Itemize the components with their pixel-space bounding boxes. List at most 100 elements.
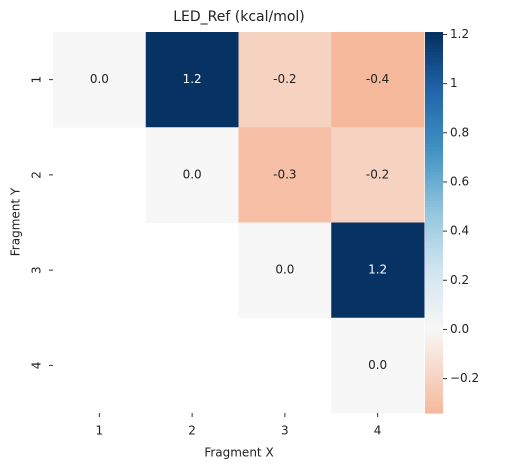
- x-tick-label: 4: [374, 424, 382, 438]
- colorbar-segment: [425, 190, 443, 195]
- colorbar-segment: [425, 266, 443, 271]
- colorbar-segment: [425, 295, 443, 300]
- colorbar-segment: [425, 232, 443, 236]
- heatmap-cell: [238, 32, 332, 128]
- y-axis-label: Fragment Y: [9, 187, 23, 256]
- heatmap-cell: [53, 32, 147, 128]
- colorbar-segment: [425, 228, 443, 233]
- colorbar-tick-label: 1.2: [450, 27, 469, 41]
- colorbar-segment: [425, 92, 443, 97]
- colorbar-segment: [425, 181, 443, 185]
- colorbar-segment: [425, 343, 443, 347]
- colorbar-segment: [425, 346, 443, 351]
- colorbar-segment: [425, 73, 443, 78]
- y-tick-label: 3: [30, 266, 44, 274]
- colorbar-segment: [425, 216, 443, 220]
- colorbar-segment: [425, 263, 443, 268]
- colorbar-segment: [425, 60, 443, 65]
- colorbar-segment: [425, 368, 443, 373]
- colorbar-segment: [425, 317, 443, 322]
- colorbar-segment: [425, 279, 443, 284]
- colorbar-segment: [425, 289, 443, 293]
- colorbar-segment: [425, 44, 443, 49]
- colorbar-segment: [425, 105, 443, 109]
- heatmap-cell: [331, 127, 425, 223]
- colorbar-segment: [425, 79, 443, 84]
- x-tick-label: 2: [188, 424, 196, 438]
- colorbar-segment: [425, 257, 443, 262]
- colorbar-segment: [425, 168, 443, 173]
- colorbar-segment: [425, 54, 443, 58]
- colorbar-segment: [425, 165, 443, 170]
- heatmap-cell: [238, 222, 332, 319]
- colorbar-segment: [425, 200, 443, 205]
- colorbar-segment: [425, 362, 443, 366]
- colorbar-segment: [425, 41, 443, 46]
- colorbar-segment: [425, 273, 443, 278]
- colorbar-segment: [425, 209, 443, 214]
- colorbar-segment: [425, 355, 443, 360]
- colorbar-segment: [425, 162, 443, 166]
- colorbar-segment: [425, 308, 443, 312]
- cell-label: 0.0: [368, 358, 387, 372]
- colorbar-segment: [425, 63, 443, 68]
- heatmap-cell: [331, 32, 425, 128]
- y-tick-label: 1: [30, 76, 44, 84]
- cell-label: 1.2: [368, 263, 387, 277]
- colorbar-segment: [425, 98, 443, 103]
- colorbar-segment: [425, 174, 443, 179]
- colorbar-segment: [425, 238, 443, 243]
- cell-label: -0.2: [366, 167, 389, 181]
- colorbar-segment: [425, 393, 443, 398]
- heatmap-cell: [238, 127, 332, 223]
- colorbar-segment: [425, 193, 443, 198]
- heatmap-cell: [331, 317, 425, 414]
- colorbar-segment: [425, 251, 443, 255]
- colorbar-segment: [425, 254, 443, 259]
- colorbar-segment: [425, 282, 443, 287]
- colorbar-segment: [425, 32, 443, 36]
- colorbar-segment: [425, 400, 443, 405]
- colorbar-segment: [425, 155, 443, 160]
- colorbar-segment: [425, 35, 443, 39]
- heatmap-cell: [331, 222, 425, 319]
- colorbar-segment: [425, 89, 443, 93]
- colorbar-segment: [425, 327, 443, 332]
- colorbar-segment: [425, 149, 443, 154]
- colorbar-segment: [425, 124, 443, 128]
- colorbar-segment: [425, 139, 443, 144]
- colorbar-segment: [425, 276, 443, 281]
- y-tick-label: 4: [30, 362, 44, 370]
- x-axis-label: Fragment X: [204, 446, 273, 460]
- colorbar-segment: [425, 403, 443, 408]
- colorbar-segment: [425, 336, 443, 341]
- colorbar-tick-label: 0.0: [450, 322, 469, 336]
- colorbar-segment: [425, 352, 443, 357]
- colorbar-segment: [425, 159, 443, 163]
- colorbar-segment: [425, 57, 443, 62]
- colorbar-segment: [425, 320, 443, 325]
- colorbar-segment: [425, 47, 443, 52]
- colorbar-segment: [425, 136, 443, 141]
- colorbar-segment: [425, 111, 443, 116]
- colorbar-segment: [425, 333, 443, 338]
- y-tick-label: 2: [30, 171, 44, 179]
- cell-label: 0.0: [183, 167, 202, 181]
- colorbar-tick-label: −0.2: [450, 371, 479, 385]
- colorbar-segment: [425, 339, 443, 344]
- colorbar-segment: [425, 381, 443, 386]
- colorbar-tick-label: 0.2: [450, 273, 469, 287]
- colorbar-segment: [425, 409, 443, 414]
- colorbar-segment: [425, 397, 443, 401]
- colorbar-segment: [425, 311, 443, 316]
- colorbar-segment: [425, 374, 443, 379]
- colorbar-segment: [425, 324, 443, 328]
- colorbar-segment: [425, 66, 443, 71]
- colorbar-segment: [425, 197, 443, 201]
- cell-label: -0.3: [273, 167, 296, 181]
- colorbar-tick-label: 1: [450, 76, 458, 90]
- colorbar-segment: [425, 330, 443, 335]
- colorbar-segment: [425, 314, 443, 319]
- colorbar-segment: [425, 371, 443, 376]
